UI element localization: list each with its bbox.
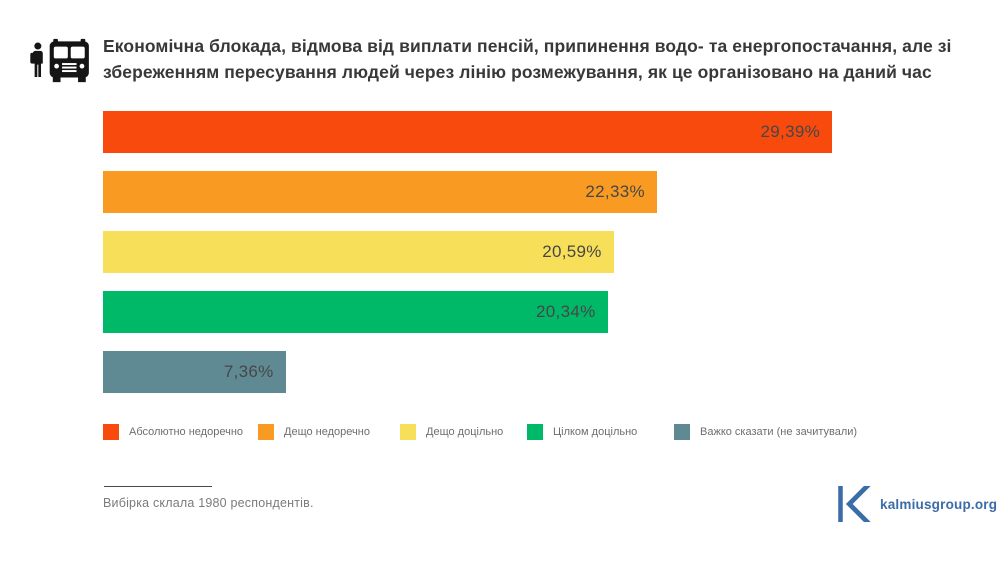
bar-value-label: 20,34%: [536, 302, 596, 321]
bar-row-2: 22,33%: [103, 171, 832, 213]
legend-item: Дещо недоречно: [258, 424, 400, 440]
bar-value-label: 7,36%: [223, 362, 274, 381]
legend-label: Абсолютно недоречно: [129, 426, 244, 438]
bar-1: 29,39%: [103, 111, 832, 153]
legend-swatch-icon: [674, 424, 690, 440]
legend-label: Цілком доцільно: [553, 426, 638, 438]
legend-label: Дещо недоречно: [284, 426, 370, 438]
legend-label: Важко сказати (не зачитували): [700, 426, 858, 438]
legend-swatch-icon: [527, 424, 543, 440]
bar-row-4: 20,34%: [103, 291, 832, 333]
bar-3: 20,59%: [103, 231, 614, 273]
bar-value-label: 20,59%: [542, 242, 602, 261]
bar-value-label: 29,39%: [760, 122, 820, 141]
chart-title: Економічна блокада, відмова від виплати …: [103, 33, 963, 85]
kalmius-k-logo-icon: [836, 484, 872, 524]
footnote-divider: [104, 486, 212, 487]
brand-logo[interactable]: kalmiusgroup.org: [836, 484, 997, 524]
bar-value-label: 22,33%: [585, 182, 645, 201]
bar-5: 7,36%: [103, 351, 286, 393]
sample-size-note: Вибірка склала 1980 респондентів.: [103, 496, 314, 510]
bar-4: 20,34%: [103, 291, 608, 333]
chart-title-line-2: збереженням пересування людей через ліні…: [103, 62, 932, 82]
legend-item: Абсолютно недоречно: [103, 424, 258, 440]
chart-legend: Абсолютно недоречно Дещо недоречно Дещо до…: [103, 424, 857, 440]
bar-row-3: 20,59%: [103, 231, 832, 273]
legend-swatch-icon: [258, 424, 274, 440]
bar-2: 22,33%: [103, 171, 657, 213]
legend-item: Цілком доцільно: [527, 424, 674, 440]
bar-row-5: 7,36%: [103, 351, 832, 393]
bar-chart: 29,39% 22,33% 20,59% 20,34% 7,36%: [103, 111, 832, 411]
bar-row-1: 29,39%: [103, 111, 832, 153]
legend-item: Дещо доцільно: [400, 424, 527, 440]
legend-label: Дещо доцільно: [426, 426, 504, 438]
legend-swatch-icon: [400, 424, 416, 440]
legend-item: Важко сказати (не зачитували): [674, 424, 857, 440]
bus-passenger-icon: [27, 35, 93, 87]
brand-url: kalmiusgroup.org: [880, 496, 998, 512]
legend-swatch-icon: [103, 424, 119, 440]
chart-title-line-1: Економічна блокада, відмова від виплати …: [103, 36, 952, 56]
